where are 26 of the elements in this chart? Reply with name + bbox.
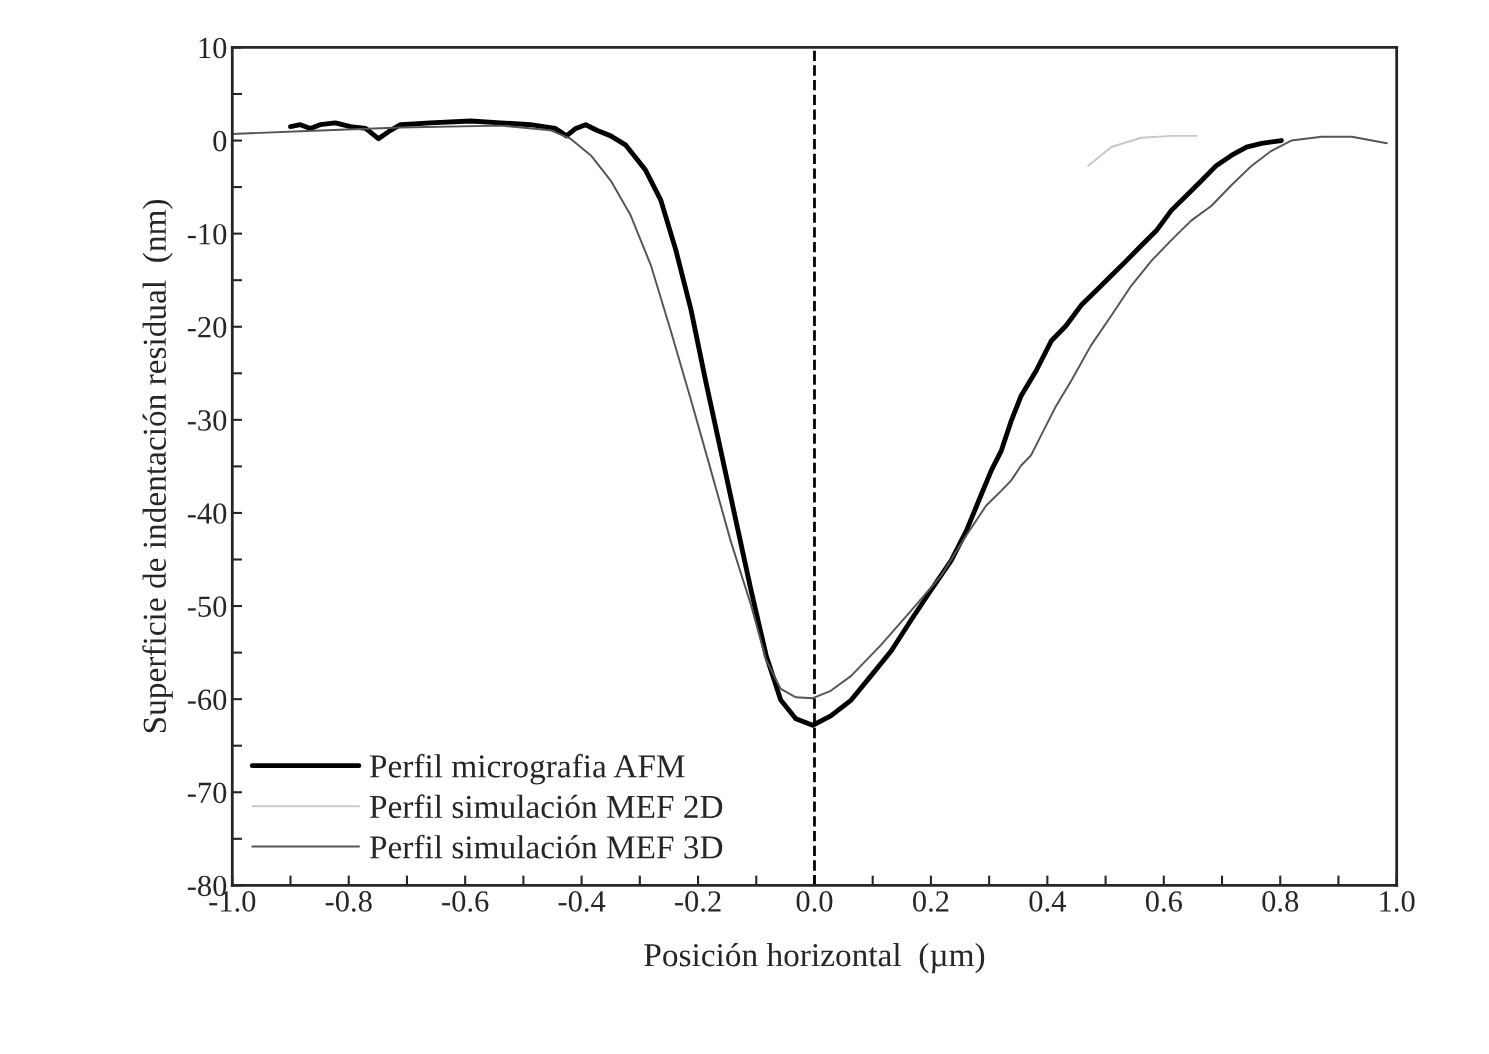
y-tick-label: -10 <box>187 223 227 245</box>
y-tick-label: -30 <box>187 410 227 431</box>
line-series <box>232 124 1388 700</box>
legend-label: Perfil simulación MEF 2D <box>369 794 723 819</box>
x-tick-label: 0.0 <box>796 891 833 912</box>
y-tick-label: 0 <box>213 130 227 152</box>
legend-label: Perfil micrografia AFM <box>369 753 685 785</box>
y-tick-label: -40 <box>187 503 227 524</box>
y-tick-label: 10 <box>199 37 227 59</box>
legend-label: Perfil simulación MEF 3D <box>369 834 723 859</box>
x-tick-label: 0.6 <box>1145 891 1182 912</box>
x-tick-label: -0.2 <box>675 891 721 912</box>
y-axis-title: Superficie de indentación residual (nm) <box>142 199 173 733</box>
x-tick-label: 0.8 <box>1262 891 1299 912</box>
y-tick-label: -50 <box>187 596 227 617</box>
x-tick-label: 1.0 <box>1380 891 1415 912</box>
y-tick-label: -20 <box>187 317 227 338</box>
x-tick-label: -0.6 <box>442 891 489 912</box>
x-tick-label: 0.4 <box>1029 891 1066 912</box>
x-tick-label: 0.2 <box>912 891 949 912</box>
x-tick-label: -0.4 <box>558 891 606 912</box>
y-tick-label: -70 <box>187 782 227 804</box>
y-tick-label: -60 <box>187 689 227 711</box>
line-series <box>1087 134 1198 167</box>
x-axis-title: Posición horizontal (µm) <box>644 942 985 974</box>
x-tick-label: -0.8 <box>325 891 372 912</box>
